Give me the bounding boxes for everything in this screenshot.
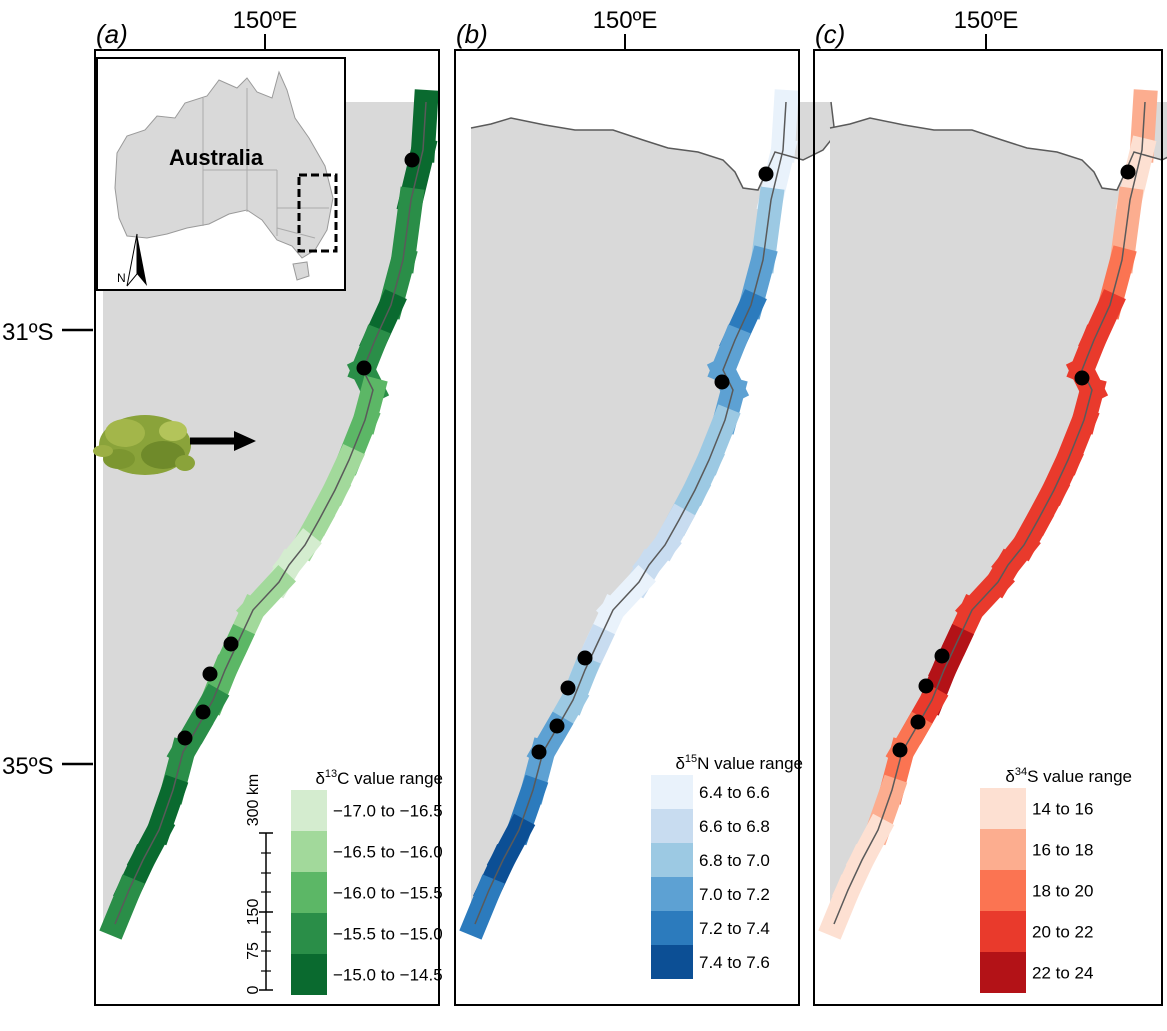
sampling-site-marker (177, 730, 193, 746)
sampling-site-marker (1120, 164, 1136, 180)
longitude-label: 150ºE (233, 7, 298, 34)
panel-frame (94, 49, 440, 1006)
longitude-label: 150ºE (954, 7, 1019, 34)
scale-label-150: 150 (245, 899, 262, 926)
panel-frame (813, 49, 1163, 1006)
legend-swatch (291, 913, 327, 954)
legend-swatch (980, 952, 1026, 993)
legend: δ15N value range 6.4 to 6.6 6.6 to 6.8 6.8 … (651, 753, 803, 979)
legend-item-label: 6.6 to 6.8 (699, 817, 770, 836)
latitude-axis: 31ºS 35ºS (2, 319, 93, 780)
legend-title: δ13C value range (315, 768, 443, 788)
sampling-site-marker (202, 666, 218, 682)
legend-item-label: −15.5 to −15.0 (333, 925, 443, 944)
legend: δ13C value range −17.0 to −16.5 −16.5 to −… (291, 768, 443, 995)
sampling-site-marker (560, 680, 576, 696)
study-area-box (297, 173, 338, 253)
legend-item-label: −16.5 to −16.0 (333, 843, 443, 862)
sampling-site-marker (549, 718, 565, 734)
legend-item-label: 6.4 to 6.6 (699, 783, 770, 802)
legend-title: δ15N value range (675, 753, 803, 773)
state-border (470, 101, 836, 191)
legend-item-label: 22 to 24 (1032, 964, 1093, 983)
tasmania-shape (292, 261, 310, 281)
lat-label-31s: 31ºS (2, 319, 53, 346)
legend-swatch (651, 911, 693, 945)
legend-item-label: 7.2 to 7.4 (699, 919, 770, 938)
north-label: N (117, 271, 126, 285)
legend-swatch (651, 945, 693, 979)
panel-frame (454, 49, 800, 1006)
legend-item-label: 7.4 to 7.6 (699, 953, 770, 972)
legend-swatch (651, 775, 693, 809)
legend-swatch (651, 809, 693, 843)
sampling-site-marker (195, 704, 211, 720)
sampling-site-marker (892, 742, 908, 758)
legend-swatch (980, 829, 1026, 870)
legend-item-label: −17.0 to −16.5 (333, 802, 443, 821)
arrow-icon (190, 431, 256, 451)
sampling-site-marker (223, 636, 239, 652)
sampling-site-marker (758, 166, 774, 182)
country-label: Australia (169, 145, 264, 170)
australia-inset: Australia N (96, 57, 346, 291)
sampling-site-marker (714, 374, 730, 390)
map-area (818, 89, 1167, 940)
panel-a: (a) 150ºE δ13C value range −17.0 to −16.5… (94, 7, 443, 1006)
legend-swatch (980, 911, 1026, 952)
sampling-site-marker (404, 152, 420, 168)
lat-label-35s: 35ºS (2, 753, 53, 780)
sampling-site-marker (356, 360, 372, 376)
legend: δ34S value range 14 to 16 16 to 18 18 to 20… (980, 766, 1132, 993)
scale-label-75: 75 (245, 942, 262, 960)
map-area (459, 89, 836, 940)
seaweed-icon (93, 415, 195, 475)
land-area (103, 102, 426, 924)
scale-label-300: 300 km (245, 774, 262, 826)
legend-item-label: −16.0 to −15.5 (333, 884, 443, 903)
legend-item-label: 6.8 to 7.0 (699, 851, 770, 870)
legend-swatch (291, 872, 327, 913)
legend-title: δ34S value range (1005, 766, 1132, 786)
legend-swatch (651, 877, 693, 911)
legend-item-label: −15.0 to −14.5 (333, 966, 443, 985)
sampling-site-marker (1074, 370, 1090, 386)
legend-item-label: 7.0 to 7.2 (699, 885, 770, 904)
panel-label: (c) (815, 19, 845, 49)
panel-b: (b) 150ºE δ15N value range 6.4 to 6.6 6.6 … (454, 7, 836, 1006)
legend-swatch (291, 954, 327, 995)
legend-swatch (291, 790, 327, 831)
sampling-site-marker (910, 714, 926, 730)
sampling-site-marker (577, 650, 593, 666)
legend-item-label: 14 to 16 (1032, 800, 1093, 819)
state-borders (202, 88, 329, 239)
panel-label: (a) (96, 19, 128, 49)
scale-label-0: 0 (245, 985, 262, 994)
longitude-label: 150ºE (593, 7, 658, 34)
coastline (474, 101, 787, 925)
legend-swatch (980, 788, 1026, 829)
australia-shape (114, 70, 334, 259)
coastline (114, 101, 427, 925)
panel-label: (b) (456, 19, 488, 49)
scale-bar: 0 75 150 300 km (245, 774, 273, 994)
sampling-site-marker (918, 678, 934, 694)
north-arrow-icon: N (117, 233, 147, 287)
map-area (99, 89, 439, 940)
legend-item-label: 20 to 22 (1032, 923, 1093, 942)
legend-item-label: 18 to 20 (1032, 882, 1093, 901)
panel-c: (c) 150ºE δ34S value range 14 to 16 16 to … (813, 7, 1167, 1006)
legend-swatch (291, 831, 327, 872)
legend-item-label: 16 to 18 (1032, 841, 1093, 860)
legend-swatch (651, 843, 693, 877)
coastline (833, 101, 1146, 925)
sampling-site-marker (531, 744, 547, 760)
sampling-site-marker (934, 648, 950, 664)
legend-swatch (980, 870, 1026, 911)
